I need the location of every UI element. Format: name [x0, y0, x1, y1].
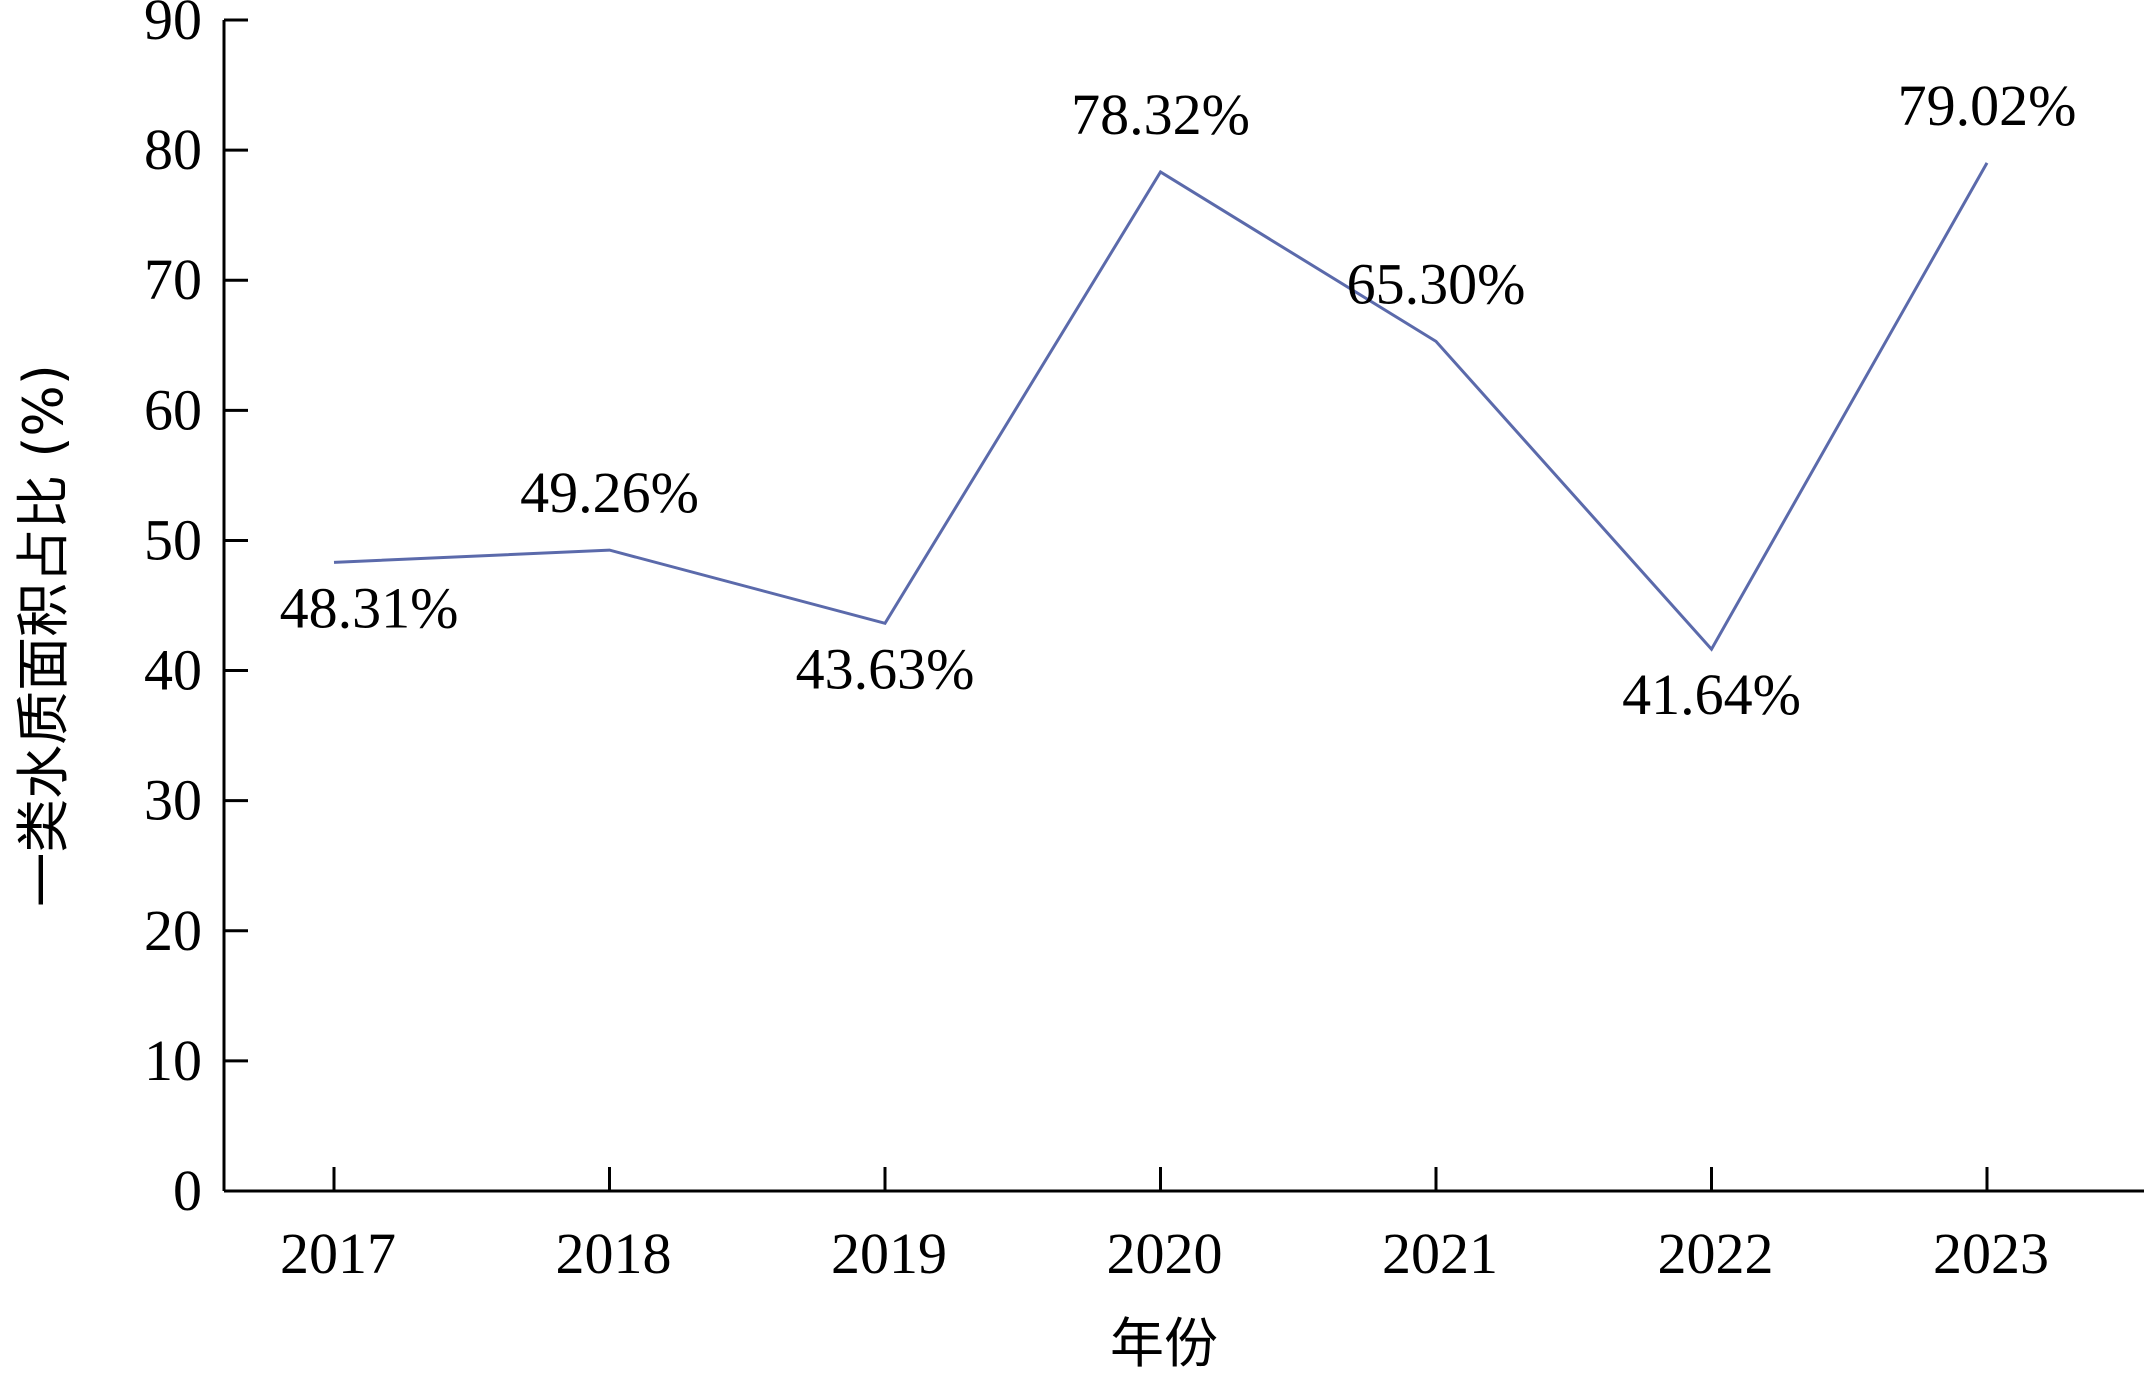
y-axis-ticks: 0 10 20 30 40 50 60 70 80 90 — [144, 0, 248, 1223]
x-tick-label: 2017 — [280, 1221, 396, 1286]
data-label: 48.31% — [280, 575, 459, 640]
y-tick-label: 60 — [144, 377, 202, 442]
y-axis-title: 一类水质面积占比 (%) — [12, 364, 75, 907]
data-label: 79.02% — [1898, 73, 2077, 138]
x-axis-title: 年份 — [1110, 1312, 1218, 1375]
y-tick-label: 50 — [144, 507, 202, 572]
x-tick-label: 2022 — [1658, 1221, 1774, 1286]
data-label: 41.64% — [1622, 662, 1801, 727]
data-label: 43.63% — [796, 636, 975, 701]
x-tick-label: 2023 — [1933, 1221, 2049, 1286]
data-label: 65.30% — [1347, 251, 1526, 316]
y-tick-label: 10 — [144, 1028, 202, 1093]
y-tick-label: 40 — [144, 638, 202, 703]
series-line — [333, 162, 1989, 652]
data-labels: 48.31% 49.26% 43.63% 78.32% 65.30% 41.64% 79.0… — [280, 73, 2077, 727]
y-tick-label: 90 — [144, 0, 202, 52]
x-tick-label: 2021 — [1382, 1221, 1498, 1286]
y-tick-label: 80 — [144, 117, 202, 182]
y-tick-label: 70 — [144, 247, 202, 312]
x-axis-ticks: 2017 2018 2019 2020 2021 2022 2023 — [280, 1167, 2049, 1286]
y-tick-label: 20 — [144, 898, 202, 963]
x-tick-label: 2018 — [556, 1221, 672, 1286]
data-label: 78.32% — [1071, 82, 1250, 147]
y-tick-label: 30 — [144, 768, 202, 833]
x-tick-label: 2020 — [1107, 1221, 1223, 1286]
data-label: 49.26% — [520, 460, 699, 525]
y-tick-label: 0 — [173, 1158, 202, 1223]
x-tick-label: 2019 — [831, 1221, 947, 1286]
